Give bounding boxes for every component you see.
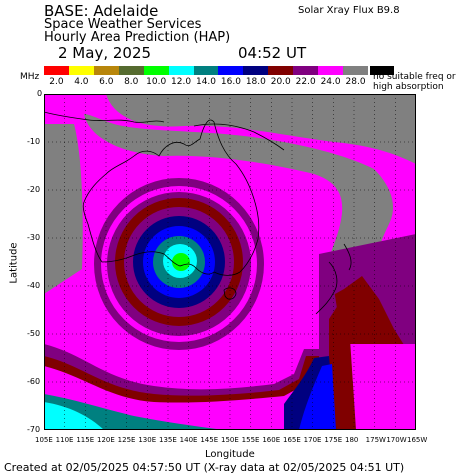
region-grey-west	[44, 124, 83, 294]
legend-swatch	[293, 66, 319, 75]
x-tick-label: 145E	[200, 436, 219, 444]
x-tick-label: 170E	[303, 436, 322, 444]
x-tick-label: 165E	[283, 436, 301, 444]
xray-flux-label: Solar Xray Flux B9.8	[298, 5, 400, 16]
legend-dotted-swatch	[370, 66, 394, 75]
map-frame	[44, 94, 416, 430]
y-tick-label: -30	[27, 233, 41, 242]
legend-swatch-label: 2.0	[49, 77, 64, 87]
y-tick-label: -20	[27, 185, 41, 194]
legend-swatch	[143, 66, 169, 75]
legend-swatch-label: 24.0	[320, 77, 341, 87]
region-blue-south	[299, 364, 336, 430]
legend-swatch	[318, 66, 344, 75]
ring-green	[172, 253, 190, 271]
x-tick-label: 175E	[324, 436, 343, 444]
legend-swatch	[218, 66, 244, 75]
legend-swatch-label: 6.0	[99, 77, 114, 87]
legend-swatch-label: 12.0	[171, 77, 192, 87]
legend-swatch	[343, 66, 368, 75]
coastline-new-zealand	[315, 243, 352, 315]
x-tick-label: 180	[345, 436, 359, 444]
legend-swatch-label: 16.0	[220, 77, 241, 87]
x-tick-label: 110E	[55, 436, 74, 444]
y-tick-label: -60	[27, 377, 41, 386]
y-tick-label: -70	[27, 425, 41, 434]
region-cyan-sw	[44, 402, 104, 430]
footer-created: Created at 02/05/2025 04:57:50 UT (X-ray…	[4, 461, 405, 474]
x-tick-label: 175W	[365, 436, 386, 444]
legend-swatch-label: 18.0	[245, 77, 266, 87]
legend-swatch-label: 28.0	[345, 77, 366, 87]
y-axis-label: Latitude	[8, 242, 20, 284]
lat-lon-grid	[44, 94, 416, 430]
coastline-indonesia	[44, 111, 165, 123]
x-tick-label: 155E	[241, 436, 260, 444]
legend-labels: 2.0 4.0 6.0 8.0 10.0 12.0 14.0 16.0 18.0 20.0 22.0…	[44, 77, 368, 88]
time-label: 04:52 UT	[238, 44, 307, 62]
service-name: Space Weather Services	[44, 17, 202, 32]
legend-swatch-label: 14.0	[195, 77, 217, 87]
legend-swatch	[243, 66, 269, 75]
x-tick-label: 115E	[76, 436, 95, 444]
x-tick-label: 125E	[117, 436, 136, 444]
product-name: Hourly Area Prediction (HAP)	[44, 30, 231, 45]
legend-swatch	[193, 66, 219, 75]
x-tick-label: 120E	[97, 436, 115, 444]
x-tick-label: 105E	[35, 436, 53, 444]
legend-swatches	[44, 66, 368, 75]
legend-swatch	[118, 66, 144, 75]
x-tick-label: 140E	[179, 436, 198, 444]
x-tick-label: 160E	[262, 436, 281, 444]
x-tick-label: 165W	[407, 436, 428, 444]
region-maroon-se	[329, 299, 356, 430]
legend-swatch	[268, 66, 294, 75]
legend-swatch	[168, 66, 194, 75]
legend-swatch	[93, 66, 119, 75]
x-tick-label: 130E	[138, 436, 157, 444]
legend-swatch-label: 8.0	[124, 77, 139, 87]
base-title: BASE: Adelaide	[44, 2, 159, 20]
legend-unit: MHz	[20, 72, 40, 82]
legend-note-line2: high absorption	[373, 82, 444, 92]
y-tick-label: -50	[27, 329, 41, 338]
legend-swatch-label: 4.0	[74, 77, 89, 87]
coastline-australia	[82, 119, 260, 276]
x-tick-label: 135E	[159, 436, 177, 444]
coastline-tasmania	[223, 287, 237, 300]
legend-swatch-label: 20.0	[270, 77, 291, 87]
legend-note-line1: no suitable freq or	[373, 72, 456, 82]
x-tick-label: 170W	[386, 436, 407, 444]
hap-frequency-map	[44, 94, 416, 430]
legend-swatch	[44, 66, 69, 75]
legend-swatch	[68, 66, 94, 75]
legend-swatch-label: 22.0	[295, 77, 316, 87]
x-axis-label: Longitude	[205, 449, 255, 460]
coastline-new-guinea	[193, 123, 285, 151]
y-tick-label: 0	[37, 89, 43, 98]
region-grey-north	[84, 114, 394, 309]
date-label: 2 May, 2025	[58, 44, 152, 62]
legend-swatch-label: 10.0	[146, 77, 167, 87]
y-tick-label: -10	[27, 137, 41, 146]
y-tick-label: -40	[27, 281, 41, 290]
x-tick-label: 150E	[221, 436, 239, 444]
